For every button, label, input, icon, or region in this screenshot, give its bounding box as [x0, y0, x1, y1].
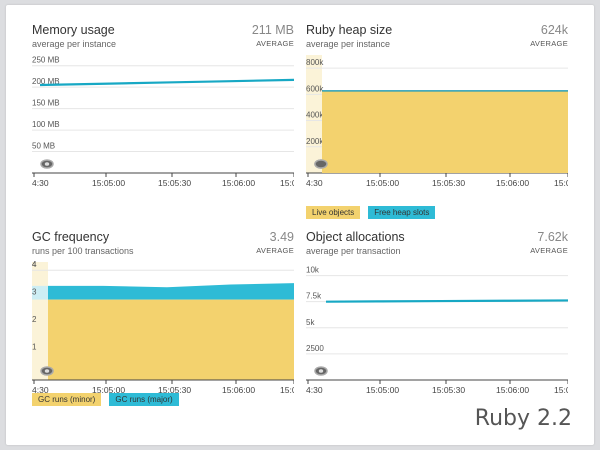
object-allocations-panel: Object allocations average per transacti…	[306, 230, 568, 430]
x-tick-label: 4:30	[32, 178, 49, 188]
panel-average-value: 7.62k	[537, 230, 568, 244]
x-tick-label: 15:0	[280, 178, 294, 188]
x-tick-label: 15:05:00	[366, 385, 399, 395]
panel-title: Object allocations	[306, 230, 405, 244]
memory-usage-panel: Memory usage average per instance 211 MB…	[32, 23, 294, 223]
x-tick-label: 15:05:30	[432, 385, 465, 395]
x-tick-label: 15:05:00	[92, 385, 125, 395]
y-tick-label: 250 MB	[32, 56, 60, 65]
y-tick-label: 150 MB	[32, 99, 60, 108]
memory-usage-line	[39, 78, 294, 87]
x-tick-label: 4:30	[306, 178, 323, 188]
selection-band	[306, 55, 322, 173]
chart-legend: Live objects Free heap slots	[306, 206, 436, 220]
y-tick-label: 50 MB	[32, 142, 55, 151]
x-tick-label: 15:05:30	[158, 385, 191, 395]
panel-subtitle: average per instance	[306, 39, 391, 49]
gc-frequency-panel: GC frequency runs per 100 transactions 3…	[32, 230, 294, 430]
x-tick-label: 15:06:00	[222, 385, 255, 395]
eye-toggle-icon	[40, 366, 54, 376]
ruby-heap-size-panel: Ruby heap size average per instance 624k…	[306, 23, 568, 223]
eye-toggle-icon	[40, 159, 54, 169]
x-tick-label: 15:0	[554, 178, 568, 188]
y-tick-label: 2500	[306, 344, 324, 353]
eye-toggle-icon	[314, 159, 328, 169]
selection-band-yellow	[32, 299, 48, 380]
memory-usage-chart[interactable]: 250 MB 200 MB 150 MB 100 MB 50 MB 4:30 15:05:0…	[32, 53, 294, 203]
y-tick-label: 100 MB	[32, 120, 60, 129]
y-tick-label: 4	[32, 260, 37, 269]
panel-title: GC frequency	[32, 230, 110, 244]
y-tick-label: 400k	[306, 111, 324, 120]
y-tick-label: 200k	[306, 137, 324, 146]
object-allocations-chart[interactable]: 10k 7.5k 5k 2500 4:30 15:05:00 15:05:30 15:06:0…	[306, 260, 568, 410]
x-tick-label: 15:05:00	[92, 178, 125, 188]
y-tick-label: 3	[32, 288, 37, 297]
x-tick-label: 15:05:30	[432, 178, 465, 188]
y-tick-label: 1	[32, 343, 37, 352]
eye-toggle-icon	[314, 366, 328, 376]
panel-title: Memory usage	[32, 23, 115, 37]
x-tick-label: 4:30	[306, 385, 323, 395]
x-tick-label: 4:30	[32, 385, 49, 395]
live-objects-area	[322, 91, 568, 173]
eye-pupil	[318, 369, 324, 373]
gc-runs-minor-area	[48, 299, 294, 380]
panel-subtitle: average per transaction	[306, 246, 401, 256]
legend-gc-runs-major[interactable]: GC runs (major)	[109, 393, 179, 406]
panel-average-value: 211 MB	[251, 23, 294, 37]
legend-live-objects[interactable]: Live objects	[306, 206, 361, 219]
eye-pupil	[44, 162, 50, 166]
panel-subtitle: runs per 100 transactions	[32, 246, 134, 256]
panel-average-value: 3.49	[269, 230, 294, 244]
y-tick-label: 10k	[306, 266, 320, 275]
x-tick-label: 15:06:00	[496, 178, 529, 188]
panel-subtitle: average per instance	[32, 39, 117, 49]
panel-average-label: AVERAGE	[530, 39, 568, 48]
y-tick-label: 800k	[306, 58, 324, 67]
eye-pupil	[44, 369, 50, 373]
dashboard-slide: Memory usage average per instance 211 MB…	[6, 5, 594, 445]
panel-average-label: AVERAGE	[530, 246, 568, 255]
x-tick-label: 15:05:30	[158, 178, 191, 188]
y-tick-label: 4	[32, 260, 37, 269]
y-tick-label: 600k	[306, 84, 324, 93]
y-tick-label: 2	[32, 315, 37, 324]
x-tick-label: 15:0	[280, 385, 294, 395]
x-tick-label: 15:06:00	[222, 178, 255, 188]
y-tick-label: 7.5k	[306, 292, 322, 301]
gc-runs-major-area	[48, 283, 294, 300]
legend-gc-runs-minor[interactable]: GC runs (minor)	[32, 393, 102, 406]
object-allocations-line	[325, 299, 568, 303]
chart-legend: GC runs (minor) GC runs (major)	[32, 393, 179, 407]
panel-average-value: 624k	[540, 23, 568, 37]
ruby-version-label: Ruby 2.2	[474, 406, 572, 431]
panel-average-label: AVERAGE	[256, 246, 294, 255]
y-tick-label: 5k	[306, 318, 315, 327]
x-tick-label: 15:06:00	[496, 385, 529, 395]
eye-outer	[314, 159, 328, 169]
panel-average-label: AVERAGE	[256, 39, 294, 48]
y-tick-label: 200 MB	[32, 77, 60, 86]
ruby-heap-size-chart[interactable]: 800k 600k 400k 200k 4:30 15:05:00 15:05:30 15:0…	[306, 53, 568, 203]
x-tick-label: 15:0	[554, 385, 568, 395]
x-tick-label: 15:05:00	[366, 178, 399, 188]
legend-free-heap-slots[interactable]: Free heap slots	[368, 206, 436, 219]
panel-title: Ruby heap size	[306, 23, 393, 37]
